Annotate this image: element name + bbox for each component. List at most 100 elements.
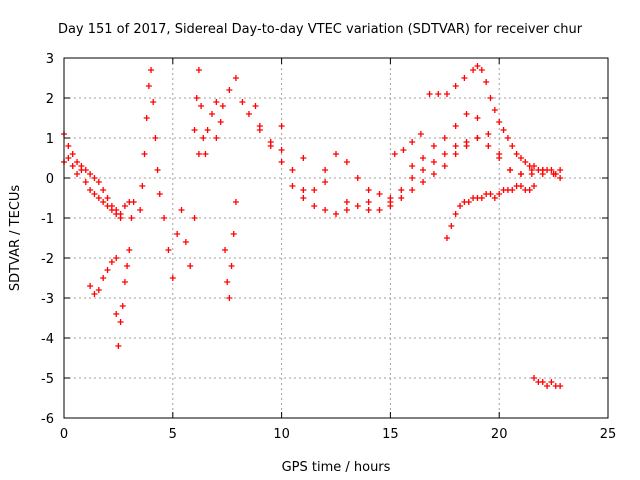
data-point (156, 191, 163, 197)
data-point (121, 203, 128, 209)
data-point (100, 199, 107, 205)
data-point (426, 91, 433, 97)
data-point (78, 163, 85, 169)
data-point (544, 383, 551, 389)
data-point (452, 83, 459, 89)
data-point (113, 311, 120, 317)
data-point (65, 155, 72, 161)
data-point (91, 291, 98, 297)
data-point (354, 175, 361, 181)
data-point (108, 259, 115, 265)
data-point (487, 95, 494, 101)
data-point (126, 247, 133, 253)
series-cluster-8h (213, 75, 263, 141)
data-point (391, 151, 398, 157)
data-point (507, 167, 514, 173)
data-point (517, 183, 524, 189)
data-point (452, 143, 459, 149)
data-point (504, 135, 511, 141)
data-point (119, 303, 126, 309)
data-point (300, 195, 307, 201)
data-point (74, 159, 81, 165)
data-point (548, 379, 555, 385)
data-point (150, 99, 157, 105)
data-point (91, 191, 98, 197)
data-point (278, 159, 285, 165)
x-tick-label: 5 (169, 427, 177, 442)
y-tick-label: -6 (41, 412, 54, 427)
data-point (187, 263, 194, 269)
x-axis-label: GPS time / hours (282, 460, 391, 475)
data-point (420, 179, 427, 185)
data-point (267, 139, 274, 145)
data-point (478, 195, 485, 201)
data-point (398, 195, 405, 201)
data-point (557, 383, 564, 389)
data-point (278, 147, 285, 153)
y-tick-label: 1 (46, 132, 54, 147)
data-point (420, 155, 427, 161)
data-point (121, 279, 128, 285)
data-point (311, 187, 318, 193)
data-point (95, 179, 102, 185)
data-point (526, 187, 533, 193)
data-point (557, 175, 564, 181)
data-point (509, 187, 516, 193)
data-point (528, 171, 535, 177)
data-point (457, 203, 464, 209)
y-tick-label: -1 (41, 212, 54, 227)
series-band-c (278, 111, 564, 213)
data-point (230, 231, 237, 237)
data-point (376, 191, 383, 197)
data-point (115, 343, 122, 349)
data-point (483, 79, 490, 85)
data-point (87, 187, 94, 193)
data-point (69, 163, 76, 169)
y-tick-label: 3 (46, 52, 54, 67)
data-point (548, 167, 555, 173)
data-point (152, 135, 159, 141)
chart-title: Day 151 of 2017, Sidereal Day-to-day VTE… (58, 22, 583, 37)
series-cluster-5h (156, 151, 202, 281)
data-point (191, 127, 198, 133)
y-tick-label: 2 (46, 92, 54, 107)
y-tick-label: -5 (41, 372, 54, 387)
data-point (226, 87, 233, 93)
x-tick-label: 0 (60, 427, 68, 442)
data-point (161, 215, 168, 221)
data-point (430, 171, 437, 177)
data-point (82, 167, 89, 173)
data-point (420, 167, 427, 173)
data-point (217, 119, 224, 125)
data-point (232, 199, 239, 205)
data-point (95, 195, 102, 201)
data-point (470, 67, 477, 73)
data-point (491, 107, 498, 113)
data-point (491, 195, 498, 201)
data-point (365, 207, 372, 213)
x-tick-label: 10 (273, 427, 290, 442)
data-point (409, 139, 416, 145)
data-point (202, 151, 209, 157)
data-point (191, 215, 198, 221)
data-point (200, 135, 207, 141)
data-point (461, 75, 468, 81)
data-point (130, 199, 137, 205)
data-point (441, 135, 448, 141)
data-point (87, 283, 94, 289)
data-point (145, 83, 152, 89)
data-point (452, 211, 459, 217)
data-point (354, 203, 361, 209)
series-spike-6h (191, 67, 224, 157)
data-point (443, 235, 450, 241)
data-point (154, 167, 161, 173)
data-point (165, 247, 172, 253)
data-point (289, 183, 296, 189)
data-point (517, 155, 524, 161)
data-point (409, 175, 416, 181)
series-dip-7-5h (222, 199, 239, 301)
data-point (500, 127, 507, 133)
y-axis-label: SDTVAR / TECUs (8, 185, 23, 292)
data-point (104, 267, 111, 273)
